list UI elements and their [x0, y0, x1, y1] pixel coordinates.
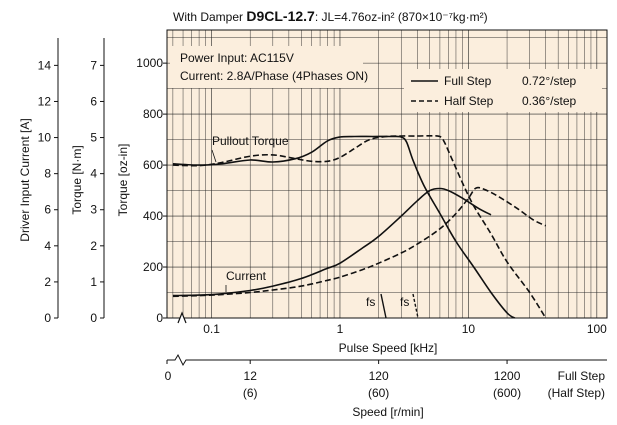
y-tick-label-oz-in: 800 [143, 107, 163, 121]
speed-axis-label: Speed [r/min] [352, 405, 423, 419]
x-axis-label: Pulse Speed [kHz] [339, 341, 438, 355]
series-line-2 [172, 134, 547, 319]
y-tick-label-oz-in: 200 [143, 260, 163, 274]
speed-tick-label-full: 1200 [494, 369, 521, 383]
y-tick-label-nm: 1 [90, 275, 97, 289]
speed-tick-label-half: (600) [493, 386, 521, 400]
speed-tick-label-full: 120 [369, 369, 389, 383]
speed-tick-label-full: 12 [244, 369, 258, 383]
y-tick-label-current: 2 [44, 275, 51, 289]
speed-tick-label-zero: 0 [165, 369, 172, 383]
y-tick-label-nm: 7 [90, 58, 97, 72]
y-tick-label-oz-in: 0 [156, 311, 163, 325]
note-current: Current: 2.8A/Phase (4Phases ON) [180, 69, 368, 83]
series-line-4 [172, 186, 547, 298]
y-label-current: Driver Input Current [A] [18, 118, 32, 241]
y-label-nm: Torque [N·m] [70, 145, 84, 214]
plot-frame [166, 29, 608, 319]
speed-tick-label-half: (60) [368, 386, 389, 400]
fs-full-label: fs [366, 295, 375, 309]
current-label: Current [226, 269, 267, 283]
chart-title: With Damper D9CL-12.7: JL=4.76oz-in² (87… [173, 8, 488, 24]
y-tick-label-nm: 2 [90, 239, 97, 253]
speed-axis: 0 12 (6) 120 (60) 1200 (600) Full Step (Half Ste… [165, 353, 607, 400]
y-tick-label-oz-in: 600 [143, 158, 163, 172]
y-tick-label-current: 6 [44, 203, 51, 217]
speed-axis-line [167, 353, 607, 367]
pullout-torque-label: Pullout Torque [212, 134, 289, 148]
y-tick-label-oz-in: 400 [143, 209, 163, 223]
series-line-3 [172, 187, 492, 297]
speed-tick-label-half: (6) [243, 386, 258, 400]
y-tick-label-current: 14 [38, 58, 52, 72]
y-tick-label-nm: 3 [90, 203, 97, 217]
y-tick-label-current: 8 [44, 167, 51, 181]
legend-half-step: 0.36°/step [522, 94, 576, 108]
axis-break-top [177, 311, 187, 324]
speed-end-label-full: Full Step [558, 369, 606, 383]
x-tick-label: 1 [337, 322, 344, 336]
pullout-pointer [211, 149, 217, 163]
x-tick-label: 0.1 [203, 322, 220, 336]
legend-half-name: Half Step [444, 94, 494, 108]
legend-full-step: 0.72°/step [522, 74, 576, 88]
power-notes-box [170, 46, 363, 88]
series-group [172, 134, 547, 319]
x-tick-label: 10 [462, 322, 476, 336]
y-tick-label-nm: 6 [90, 94, 97, 108]
y-tick-label-nm: 0 [90, 311, 97, 325]
y-tick-label-current: 4 [44, 239, 51, 253]
x-ticks: 0.1 1 10 100 [203, 322, 607, 336]
legend-box [404, 69, 602, 112]
y-tick-label-current: 12 [38, 94, 52, 108]
y-tick-label-oz-in: 1000 [136, 56, 163, 70]
y-tick-label-current: 0 [44, 311, 51, 325]
fs-full-marker [380, 293, 387, 319]
legend-full-name: Full Step [444, 74, 492, 88]
y-tick-label-current: 10 [38, 131, 52, 145]
y-tick-label-nm: 5 [90, 131, 97, 145]
y-tick-label-nm: 4 [90, 167, 97, 181]
fs-half-label: fs [400, 295, 409, 309]
x-tick-label: 100 [587, 322, 607, 336]
fs-half-marker [412, 293, 419, 319]
y-label-oz-in: Torque [oz-in] [116, 144, 130, 217]
speed-end-label-half: (Half Step) [548, 386, 605, 400]
note-power-input: Power Input: AC115V [180, 51, 294, 65]
